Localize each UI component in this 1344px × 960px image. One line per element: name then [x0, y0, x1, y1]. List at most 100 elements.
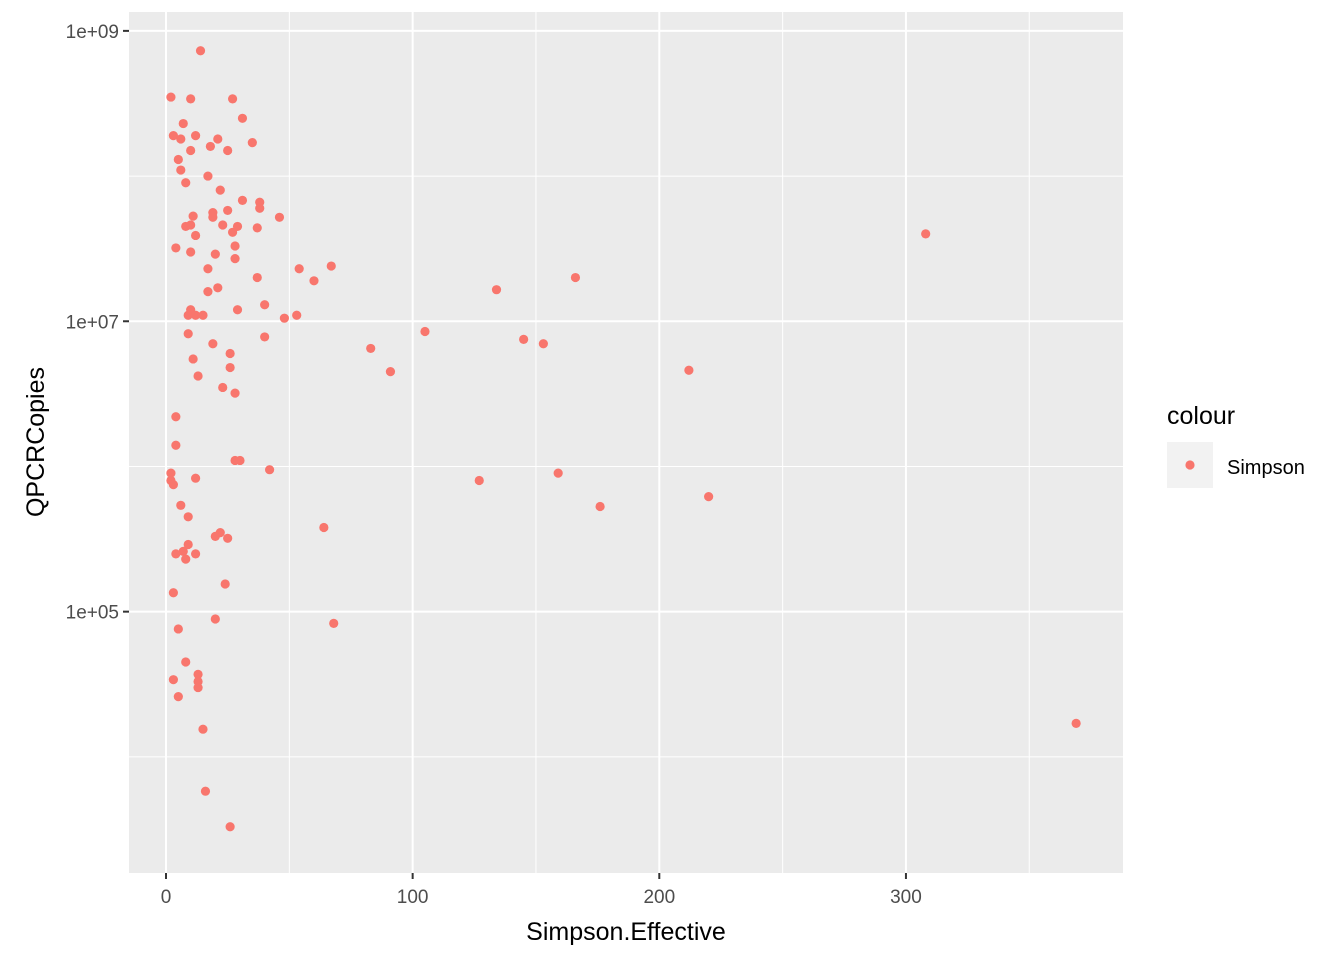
data-point	[168, 675, 178, 685]
data-point	[227, 94, 238, 104]
data-point	[553, 468, 563, 478]
data-point	[181, 221, 191, 232]
plot-panel	[129, 12, 1123, 873]
data-point	[208, 212, 218, 222]
x-tick-label: 200	[643, 887, 675, 908]
data-point	[274, 212, 285, 222]
legend-key-point	[1185, 460, 1195, 470]
data-point	[173, 154, 183, 165]
data-point	[193, 682, 203, 693]
data-point	[173, 624, 183, 634]
data-point	[684, 365, 694, 375]
data-point	[181, 554, 191, 564]
data-point	[176, 134, 186, 144]
data-point	[183, 539, 193, 550]
y-axis-title: QPCRCopies	[22, 367, 50, 517]
data-point	[474, 475, 484, 486]
x-tick-label: 100	[397, 887, 429, 908]
x-axis-title: Simpson.Effective	[526, 918, 726, 946]
data-point	[190, 130, 201, 141]
data-point	[203, 287, 213, 297]
data-point	[252, 223, 262, 233]
x-tick-label: 0	[161, 887, 172, 908]
data-point	[178, 546, 188, 556]
data-point	[166, 468, 176, 478]
data-point	[176, 165, 186, 175]
data-point	[188, 211, 198, 221]
data-point	[237, 195, 248, 205]
data-point	[181, 178, 191, 188]
data-point	[183, 512, 193, 522]
data-point	[420, 326, 430, 337]
data-point	[181, 657, 191, 667]
data-point	[190, 230, 201, 241]
data-point	[230, 254, 240, 264]
data-point	[210, 614, 220, 624]
data-point	[186, 247, 196, 257]
data-point	[193, 669, 203, 679]
data-point	[225, 362, 235, 373]
data-point	[190, 473, 201, 483]
data-point	[203, 264, 213, 274]
data-point	[247, 138, 257, 148]
data-point	[264, 465, 275, 475]
data-point	[186, 145, 196, 156]
data-point	[385, 367, 396, 377]
data-point	[227, 227, 238, 237]
data-point	[195, 46, 206, 56]
data-point	[255, 203, 265, 213]
data-point	[188, 354, 198, 364]
grid-minor	[129, 12, 1123, 873]
data-point	[168, 479, 178, 490]
data-point	[237, 113, 248, 123]
data-point	[190, 549, 201, 559]
data-point	[205, 141, 215, 152]
data-point	[220, 579, 230, 589]
data-point	[171, 243, 181, 253]
data-point	[176, 500, 186, 510]
data-point	[183, 329, 193, 339]
data-point	[366, 343, 376, 354]
data-point	[171, 440, 181, 450]
data-point	[225, 822, 235, 832]
data-point	[230, 388, 240, 398]
data-point	[210, 249, 220, 259]
legend-label-simpson: Simpson	[1227, 457, 1305, 479]
data-point	[252, 272, 262, 283]
data-point	[279, 313, 289, 323]
data-point	[329, 618, 339, 629]
data-point	[168, 588, 178, 598]
x-tick-label: 300	[890, 887, 922, 908]
data-point	[200, 786, 211, 796]
data-points	[166, 46, 1081, 832]
data-point	[538, 339, 548, 349]
data-point	[183, 310, 193, 320]
data-point	[186, 94, 196, 104]
data-point	[173, 691, 183, 702]
data-point	[1071, 718, 1081, 728]
grid-major	[129, 12, 1123, 873]
data-point	[215, 185, 225, 195]
data-point	[235, 455, 245, 466]
data-point	[168, 130, 178, 141]
data-point	[223, 145, 233, 156]
data-point	[223, 533, 233, 543]
data-point	[260, 300, 270, 310]
data-point	[190, 310, 201, 320]
data-point	[210, 531, 220, 541]
legend: colour Simpson	[1167, 402, 1305, 488]
data-point	[198, 310, 208, 320]
data-point	[208, 339, 218, 349]
data-point	[260, 332, 270, 342]
data-point	[519, 334, 529, 345]
data-point	[230, 241, 240, 251]
y-axis: 1e+05 1e+07 1e+09	[66, 22, 129, 624]
data-point	[595, 501, 605, 512]
x-axis: 0 100 200 300	[161, 873, 922, 908]
data-point	[203, 171, 213, 181]
y-tick-label: 1e+05	[66, 603, 119, 624]
data-point	[309, 276, 319, 286]
legend-title: colour	[1167, 402, 1235, 430]
data-point	[218, 220, 228, 230]
